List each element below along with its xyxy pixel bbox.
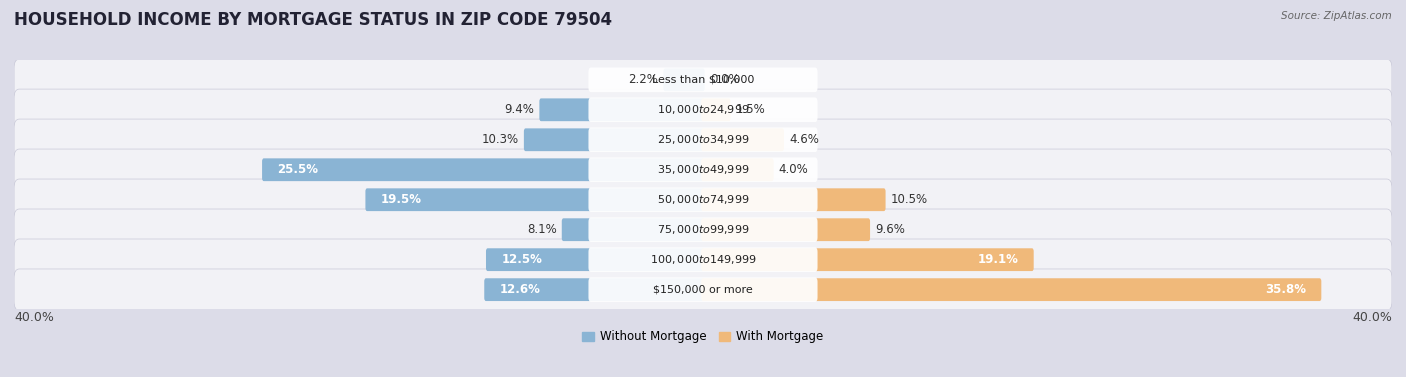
FancyBboxPatch shape	[589, 187, 817, 212]
FancyBboxPatch shape	[589, 67, 817, 92]
Text: $150,000 or more: $150,000 or more	[654, 285, 752, 295]
FancyBboxPatch shape	[589, 98, 817, 122]
Text: 2.2%: 2.2%	[628, 73, 658, 86]
FancyBboxPatch shape	[702, 248, 1033, 271]
Text: Source: ZipAtlas.com: Source: ZipAtlas.com	[1281, 11, 1392, 21]
FancyBboxPatch shape	[484, 278, 704, 301]
FancyBboxPatch shape	[14, 269, 1392, 310]
Text: 4.6%: 4.6%	[789, 133, 818, 146]
Text: 25.5%: 25.5%	[277, 163, 319, 176]
Text: $100,000 to $149,999: $100,000 to $149,999	[650, 253, 756, 266]
FancyBboxPatch shape	[562, 218, 704, 241]
Text: 9.4%: 9.4%	[505, 103, 534, 116]
Text: $75,000 to $99,999: $75,000 to $99,999	[657, 223, 749, 236]
FancyBboxPatch shape	[14, 119, 1392, 161]
FancyBboxPatch shape	[14, 59, 1392, 101]
Text: 10.3%: 10.3%	[482, 133, 519, 146]
Text: 0.0%: 0.0%	[710, 73, 740, 86]
FancyBboxPatch shape	[589, 158, 817, 182]
FancyBboxPatch shape	[702, 278, 1322, 301]
Text: HOUSEHOLD INCOME BY MORTGAGE STATUS IN ZIP CODE 79504: HOUSEHOLD INCOME BY MORTGAGE STATUS IN Z…	[14, 11, 612, 29]
Text: 12.5%: 12.5%	[502, 253, 543, 266]
Text: 19.5%: 19.5%	[381, 193, 422, 206]
Text: 12.6%: 12.6%	[499, 283, 541, 296]
Text: 40.0%: 40.0%	[1353, 311, 1392, 324]
Text: 4.0%: 4.0%	[779, 163, 808, 176]
FancyBboxPatch shape	[702, 218, 870, 241]
Text: $10,000 to $24,999: $10,000 to $24,999	[657, 103, 749, 116]
FancyBboxPatch shape	[262, 158, 704, 181]
FancyBboxPatch shape	[486, 248, 704, 271]
Text: Less than $10,000: Less than $10,000	[652, 75, 754, 85]
Text: $50,000 to $74,999: $50,000 to $74,999	[657, 193, 749, 206]
FancyBboxPatch shape	[702, 158, 773, 181]
FancyBboxPatch shape	[14, 179, 1392, 221]
Text: 9.6%: 9.6%	[875, 223, 905, 236]
Legend: Without Mortgage, With Mortgage: Without Mortgage, With Mortgage	[578, 326, 828, 348]
FancyBboxPatch shape	[14, 89, 1392, 130]
FancyBboxPatch shape	[14, 239, 1392, 280]
FancyBboxPatch shape	[702, 188, 886, 211]
Text: 35.8%: 35.8%	[1265, 283, 1306, 296]
FancyBboxPatch shape	[589, 218, 817, 242]
FancyBboxPatch shape	[664, 68, 704, 91]
Text: 19.1%: 19.1%	[977, 253, 1018, 266]
FancyBboxPatch shape	[589, 127, 817, 152]
Text: 10.5%: 10.5%	[891, 193, 928, 206]
FancyBboxPatch shape	[14, 209, 1392, 250]
FancyBboxPatch shape	[524, 129, 704, 151]
Text: $25,000 to $34,999: $25,000 to $34,999	[657, 133, 749, 146]
Text: 8.1%: 8.1%	[527, 223, 557, 236]
FancyBboxPatch shape	[366, 188, 704, 211]
FancyBboxPatch shape	[589, 247, 817, 272]
FancyBboxPatch shape	[702, 129, 785, 151]
FancyBboxPatch shape	[589, 277, 817, 302]
FancyBboxPatch shape	[702, 98, 731, 121]
Text: 40.0%: 40.0%	[14, 311, 53, 324]
FancyBboxPatch shape	[14, 149, 1392, 190]
Text: $35,000 to $49,999: $35,000 to $49,999	[657, 163, 749, 176]
Text: 1.5%: 1.5%	[735, 103, 765, 116]
FancyBboxPatch shape	[540, 98, 704, 121]
